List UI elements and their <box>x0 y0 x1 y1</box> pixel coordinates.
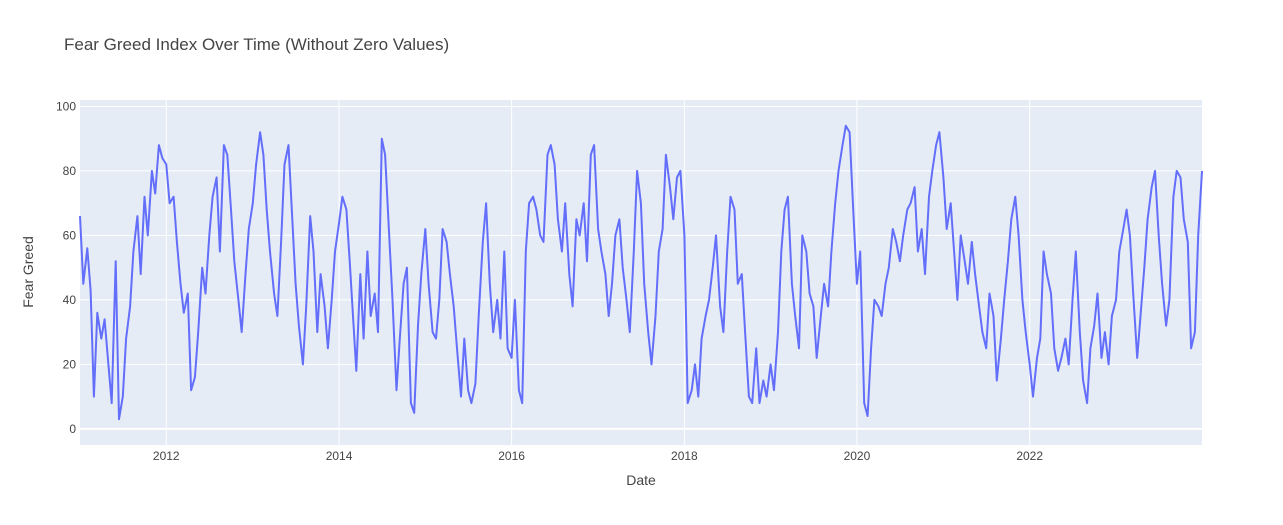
y-axis-title: Fear Greed <box>20 236 36 308</box>
y-tick-label: 40 <box>63 293 77 307</box>
plot-area <box>80 100 1202 445</box>
x-tick-label: 2016 <box>498 449 525 463</box>
x-tick-labels: 2012 2014 2016 2018 2020 2022 <box>153 449 1043 463</box>
x-tick-label: 2022 <box>1016 449 1043 463</box>
x-tick-label: 2012 <box>153 449 180 463</box>
y-tick-label: 80 <box>63 164 77 178</box>
y-tick-label: 100 <box>56 99 76 113</box>
y-gridlines <box>80 105 1202 430</box>
x-tick-label: 2018 <box>671 449 698 463</box>
y-tick-label: 60 <box>63 228 77 242</box>
y-tick-label: 0 <box>69 422 76 436</box>
chart-title: Fear Greed Index Over Time (Without Zero… <box>64 35 449 54</box>
x-axis-title: Date <box>626 472 656 488</box>
x-tick-label: 2014 <box>326 449 353 463</box>
x-tick-label: 2020 <box>844 449 871 463</box>
y-tick-labels: 0 20 40 60 80 100 <box>56 99 76 435</box>
y-tick-label: 20 <box>63 357 77 371</box>
series-line-fear-greed <box>79 124 1203 421</box>
